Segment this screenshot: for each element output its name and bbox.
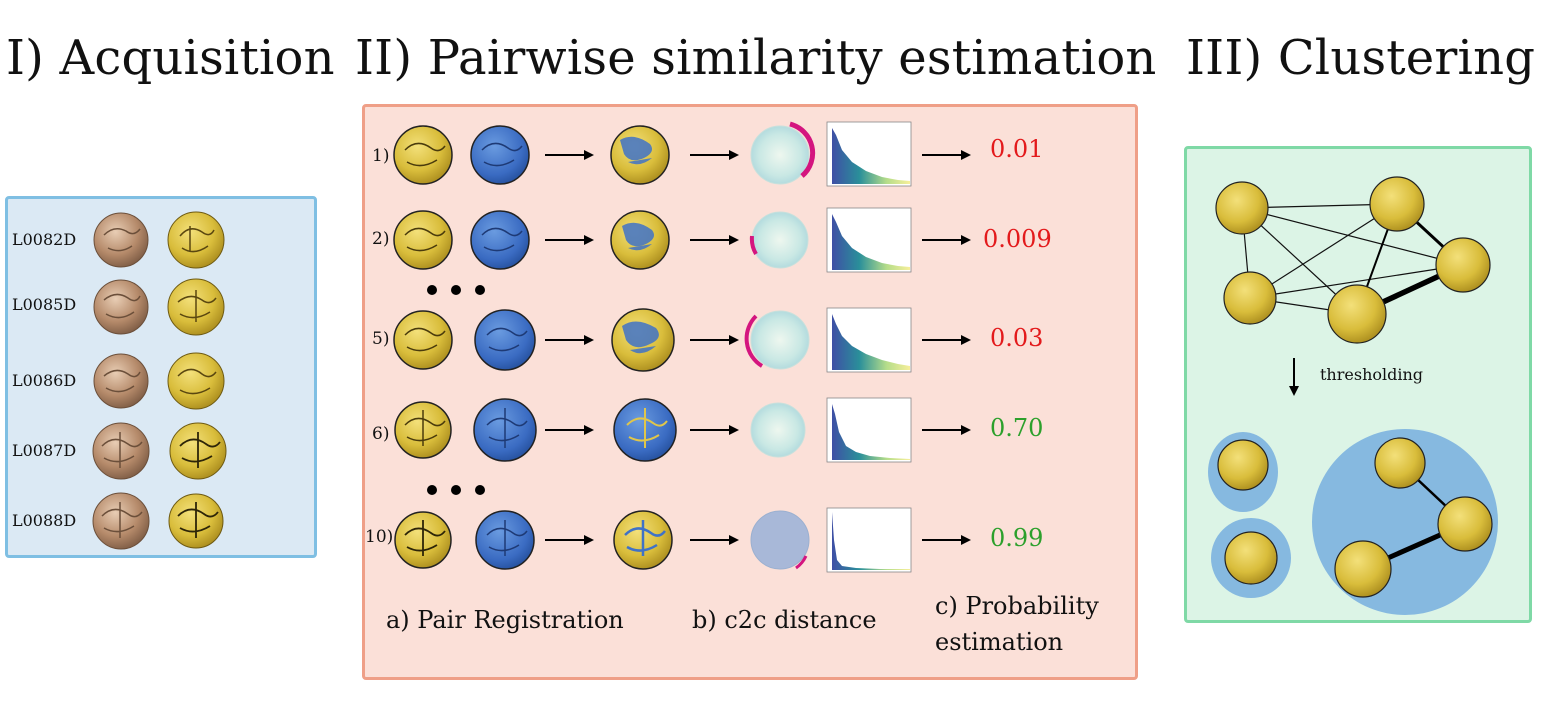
- raw-coin-icon: [92, 422, 150, 480]
- gold-coin-icon: [1437, 496, 1493, 552]
- clustering-title: III) Clustering: [1186, 30, 1536, 86]
- raw-coin-icon: [92, 492, 150, 550]
- gold-coin-icon: [169, 422, 227, 480]
- gold-coin-icon: [1334, 540, 1392, 598]
- blue-coin-icon: [470, 125, 530, 185]
- thresholding-label: thresholding: [1320, 365, 1424, 384]
- gold-coin-icon: [1374, 437, 1426, 489]
- pair-row-5: [393, 307, 971, 373]
- coin-label-l0085d: L0085D: [12, 295, 77, 314]
- c2c-distance-map-icon: [750, 310, 810, 370]
- ellipsis-icon: [427, 285, 485, 295]
- c2c-distance-map-icon: [750, 510, 810, 570]
- step-distance-caption: b) c2c distance: [692, 606, 877, 634]
- step-registration-caption: a) Pair Registration: [386, 606, 624, 634]
- pair-label-2: 2): [372, 229, 390, 249]
- pair-row-10: [394, 507, 971, 573]
- step-probability-caption-line2: estimation: [935, 628, 1064, 656]
- gold-coin-icon: [393, 310, 453, 370]
- coin-label-l0086d: L0086D: [12, 371, 77, 390]
- gold-coin-icon: [1369, 176, 1425, 232]
- c2c-distance-map-icon: [750, 402, 806, 458]
- gold-coin-icon: [1223, 271, 1277, 325]
- coin-label-l0082d: L0082D: [12, 230, 77, 249]
- gold-coin-icon: [167, 352, 225, 410]
- blue-coin-icon: [470, 210, 530, 270]
- cluster-singleton-1: [1208, 432, 1278, 512]
- coin-label-l0087d: L0087D: [12, 441, 77, 460]
- pair-row-6: [394, 397, 971, 463]
- histogram-icon: [826, 397, 912, 463]
- gold-coin-icon: [168, 493, 224, 549]
- gold-coin-icon: [1224, 531, 1278, 585]
- pair-row-1: [393, 121, 971, 187]
- gold-coin-icon: [393, 125, 453, 185]
- similarity-panel: [362, 104, 1138, 680]
- gold-coin-icon: [393, 210, 453, 270]
- raw-coin-icon: [93, 279, 149, 335]
- acquisition-panel: [5, 196, 317, 558]
- histogram-icon: [826, 121, 912, 187]
- coin-label-l0088d: L0088D: [12, 511, 77, 530]
- pair-label-1: 1): [372, 146, 390, 166]
- gold-coin-icon: [1215, 181, 1269, 235]
- probability-2: 0.009: [983, 225, 1052, 253]
- probability-6: 0.70: [990, 414, 1044, 442]
- probability-1: 0.01: [990, 135, 1044, 163]
- histogram-icon: [826, 207, 912, 273]
- histogram-icon: [826, 307, 912, 373]
- step-probability-caption-line1: c) Probability: [935, 592, 1099, 620]
- gold-coin-icon: [1217, 439, 1269, 491]
- gold-coin-icon: [167, 211, 225, 269]
- similarity-title: II) Pairwise similarity estimation: [355, 30, 1157, 86]
- cluster-singleton-2: [1211, 518, 1291, 598]
- c2c-distance-map-icon: [751, 211, 809, 269]
- similarity-rows: [393, 121, 971, 573]
- clustering-graph: [1208, 176, 1498, 615]
- acquisition-coins: [92, 211, 227, 550]
- raw-coin-icon: [93, 353, 149, 409]
- probability-10: 0.99: [990, 524, 1044, 552]
- blue-coin-icon: [474, 309, 536, 371]
- gold-coin-icon: [167, 278, 225, 336]
- raw-coin-icon: [93, 212, 149, 268]
- probability-5: 0.03: [990, 324, 1044, 352]
- acquisition-title: I) Acquisition: [6, 30, 335, 86]
- c2c-distance-map-icon: [750, 125, 810, 185]
- pair-label-10: 10): [365, 527, 394, 547]
- histogram-icon: [826, 507, 912, 573]
- pair-row-2: [393, 207, 971, 273]
- gold-coin-icon: [1435, 237, 1491, 293]
- pair-label-6: 6): [372, 424, 390, 444]
- cluster-group: [1312, 429, 1498, 615]
- ellipsis-icon: [427, 485, 485, 495]
- pair-label-5: 5): [372, 329, 390, 349]
- gold-coin-icon: [1327, 284, 1387, 344]
